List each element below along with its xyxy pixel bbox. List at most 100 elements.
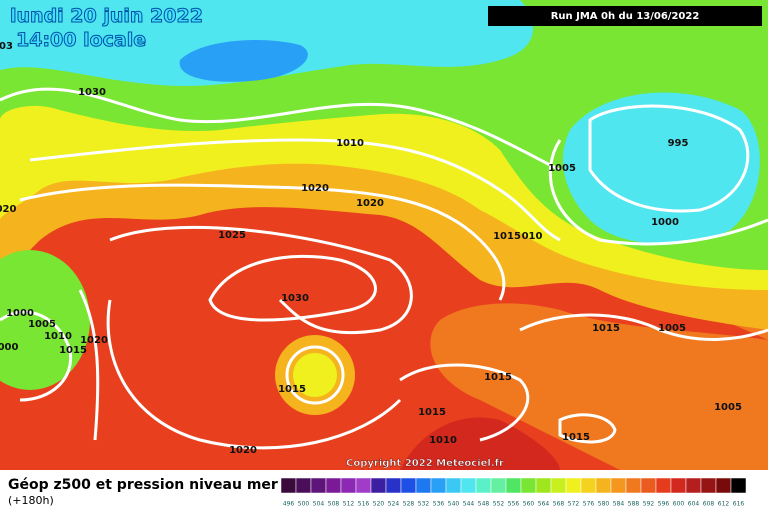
- scale-label: 608: [703, 501, 715, 508]
- isobar-label: 1030: [281, 293, 309, 304]
- isobar-label: 1005: [658, 323, 686, 334]
- scale-label: 536: [433, 501, 445, 508]
- scale-label: 556: [508, 501, 520, 508]
- scale-cell: [535, 477, 552, 494]
- isobar-label: 1015: [484, 372, 512, 383]
- scale-label: 508: [328, 501, 340, 508]
- isobar-label: 1015: [278, 384, 306, 395]
- isobar-label: 1015: [562, 432, 590, 443]
- footer-title: Géop z500 et pression niveau mer: [8, 477, 278, 493]
- scale-label: 616: [733, 501, 745, 508]
- scale-label: 584: [613, 501, 625, 508]
- scale-label: 504: [313, 501, 325, 508]
- scale-cell: [610, 477, 627, 494]
- isobar-label: 1020: [229, 445, 257, 456]
- isobar-label: 995: [668, 138, 689, 149]
- dark-red-zone: [400, 417, 560, 470]
- scale-cell: [595, 477, 612, 494]
- scale-label: 496: [283, 501, 295, 508]
- scale-cell: [280, 477, 297, 494]
- isobar-label: 1000: [651, 217, 679, 228]
- scale-cell: [430, 477, 447, 494]
- isobar-label: 1020: [356, 198, 384, 209]
- scale-cell: [715, 477, 732, 494]
- scale-label: 588: [628, 501, 640, 508]
- isobar-label: 1010: [44, 331, 72, 342]
- isobar-label: 1005: [28, 319, 56, 330]
- run-box: [488, 6, 762, 26]
- footer-lead: (+180h): [8, 494, 54, 507]
- scale-label: 520: [373, 501, 385, 508]
- scale-cell: [355, 477, 372, 494]
- isobar-label: 1005: [714, 402, 742, 413]
- scale-label: 560: [523, 501, 535, 508]
- scale-cell: [490, 477, 507, 494]
- scale-cell: [460, 477, 477, 494]
- scale-cell: [310, 477, 327, 494]
- scale-label: 540: [448, 501, 460, 508]
- isobar-label: 1015: [493, 231, 521, 242]
- scale-label: 544: [463, 501, 475, 508]
- date: lundi 20 juin 2022: [10, 5, 203, 27]
- high-core: [293, 353, 337, 397]
- scale-label: 612: [718, 501, 730, 508]
- scale-label: 576: [583, 501, 595, 508]
- isobar-label: 1000: [6, 308, 34, 319]
- scale-label: 592: [643, 501, 655, 508]
- isobar-label: 03: [0, 41, 13, 52]
- isobar-label: 1010: [336, 138, 364, 149]
- scale-label: 564: [538, 501, 550, 508]
- scale-label: 600: [673, 501, 685, 508]
- scale-label: 548: [478, 501, 490, 508]
- scale-cell: [295, 477, 312, 494]
- run-info: Run JMA 0h du 13/06/2022: [551, 11, 700, 22]
- scale-label: 572: [568, 501, 580, 508]
- scale-cell: [550, 477, 567, 494]
- scale-cell: [445, 477, 462, 494]
- isobar-label: 1030: [78, 87, 106, 98]
- scale-cell: [475, 477, 492, 494]
- scale-cell: [505, 477, 522, 494]
- scale-label: 568: [553, 501, 565, 508]
- scale-label: 604: [688, 501, 700, 508]
- isobar-label: 1020: [301, 183, 329, 194]
- scale-cell: [325, 477, 342, 494]
- scale-cell: [655, 477, 672, 494]
- scale-label: 516: [358, 501, 370, 508]
- blue-zone: [179, 40, 308, 82]
- scale-cell: [685, 477, 702, 494]
- scale-cell: [385, 477, 402, 494]
- scale-cell: [580, 477, 597, 494]
- scale-cell: [625, 477, 642, 494]
- isobar-label: 1015: [59, 345, 87, 356]
- scale-cell: [565, 477, 582, 494]
- isobar-label: 1015: [592, 323, 620, 334]
- scale-label: 512: [343, 501, 355, 508]
- scale-cell: [730, 477, 747, 494]
- scale-cell: [640, 477, 657, 494]
- scale-cell: [415, 477, 432, 494]
- isobar-label: 1025: [218, 230, 246, 241]
- scale-cell: [370, 477, 387, 494]
- scale-label: 552: [493, 501, 505, 508]
- isobar-label: 1010: [429, 435, 457, 446]
- isobar-label: 1020: [80, 335, 108, 346]
- isobars: [0, 87, 768, 450]
- isobar-label: 020: [0, 204, 16, 215]
- copyright: Copyright 2022 Meteociel.fr: [346, 458, 504, 469]
- scale-cell: [340, 477, 357, 494]
- isobar-label: 010: [522, 231, 543, 242]
- isobar-labels: 1030101010201020102510301015102010151015…: [0, 41, 742, 456]
- scale-cell: [520, 477, 537, 494]
- scale-label: 532: [418, 501, 430, 508]
- scale-cell: [400, 477, 417, 494]
- scale-cell: [700, 477, 717, 494]
- scale-label: 500: [298, 501, 310, 508]
- isobar-label: 000: [0, 342, 18, 353]
- scale-cell: [670, 477, 687, 494]
- color-scale: 496 500 504 508 512 516 520 524 528 532 536 540 544 5…: [280, 477, 747, 508]
- scale-label: 528: [403, 501, 415, 508]
- isobar-label: 1015: [418, 407, 446, 418]
- isobar-label: 1005: [548, 163, 576, 174]
